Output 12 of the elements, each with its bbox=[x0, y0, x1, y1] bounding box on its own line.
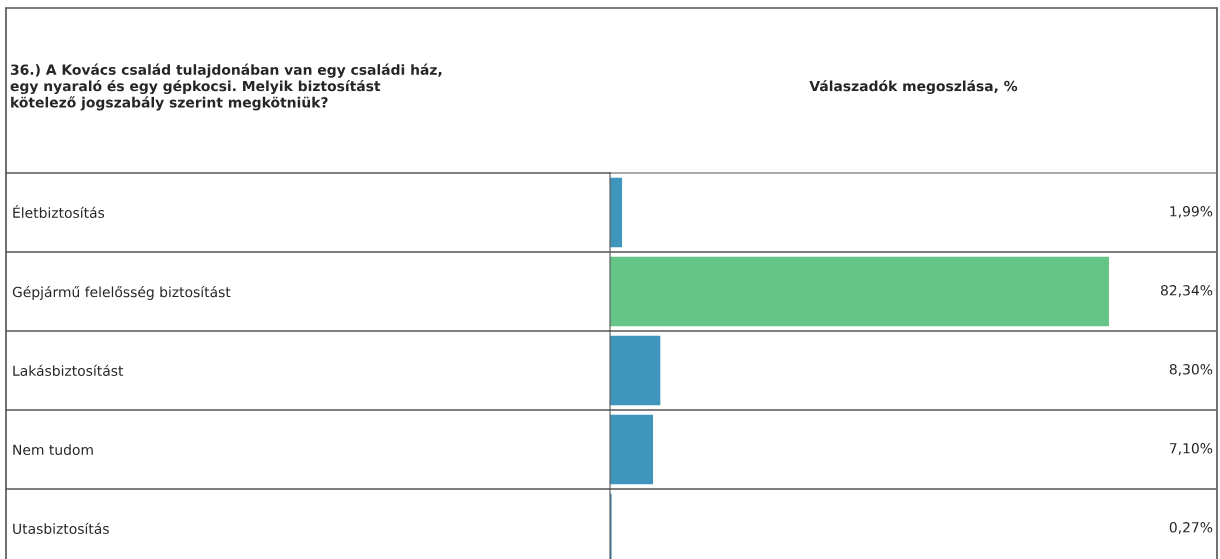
y-tick-label: Gépjármű felelősség biztosítást bbox=[12, 285, 231, 300]
data-label: 82,34% bbox=[1160, 285, 1213, 297]
y-tick-label: Lakásbiztosítást bbox=[13, 364, 124, 376]
chart-subtitle: Válaszadók megoszlása, % bbox=[809, 79, 1018, 95]
data-label: 8,30% bbox=[1169, 364, 1213, 376]
data-label: 1,99% bbox=[1170, 206, 1213, 218]
text: 36.) A Kovács család tulajdonában van egy családi ház, egy nyaraló és egy gépkocsi. Melyik biztosítást kötelező jogszabály szerint megkötniük? bbox=[10, 63, 442, 111]
y-tick-label: Utasbiztosítás bbox=[13, 522, 109, 534]
data-label: 7,10% bbox=[1169, 443, 1213, 455]
y-tick-label: Nem tudom bbox=[13, 444, 93, 455]
data-label: 0,27% bbox=[1169, 522, 1213, 534]
y-tick-label: Életbiztosítás bbox=[13, 204, 105, 218]
